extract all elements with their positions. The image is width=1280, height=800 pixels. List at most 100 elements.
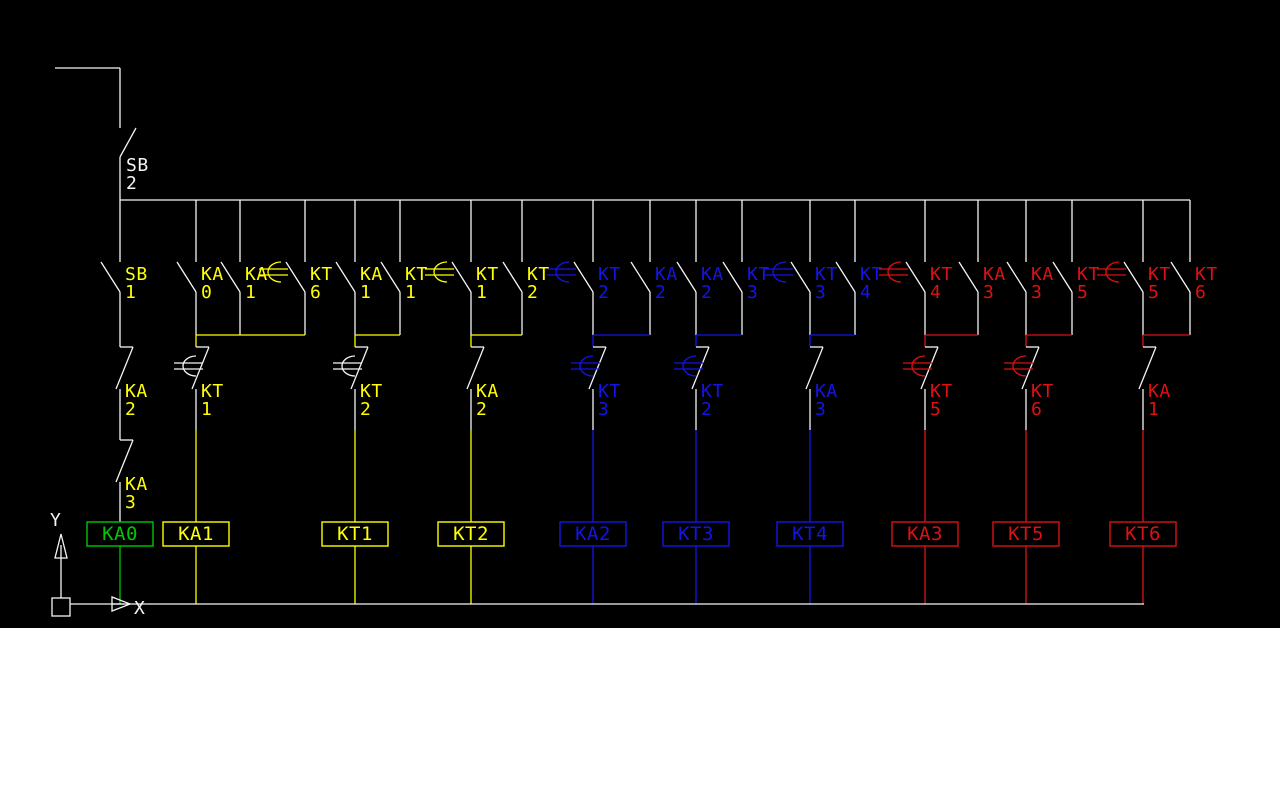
- contact-label: KA: [701, 264, 724, 285]
- contact-label: KA: [360, 264, 383, 285]
- contact-label: 1: [476, 282, 487, 303]
- coil-label: KA3: [907, 523, 943, 545]
- contact-label: 2: [701, 399, 712, 420]
- contact-label: KT: [201, 381, 224, 402]
- contact-label: KA: [125, 381, 148, 402]
- contact-label: KT: [701, 381, 724, 402]
- contact-label: 2: [360, 399, 371, 420]
- delay-arc-icon: [911, 355, 926, 377]
- contact-label: 5: [1077, 282, 1088, 303]
- contact-label: 3: [747, 282, 758, 303]
- contact-label: KT: [1148, 264, 1171, 285]
- contact-label: 5: [930, 399, 941, 420]
- contact-label: KA: [1148, 381, 1171, 402]
- contact-blade: [1006, 261, 1027, 293]
- contact-blade: [630, 261, 651, 293]
- contact-label: KT: [860, 264, 883, 285]
- delay-arc-icon: [887, 261, 902, 283]
- coil-label: KA0: [102, 523, 138, 545]
- contact-label: 2: [701, 282, 712, 303]
- contact-label: 3: [815, 282, 826, 303]
- contact-label: KT: [476, 264, 499, 285]
- contact-label: KA: [476, 381, 499, 402]
- contact-label: KT: [815, 264, 838, 285]
- delay-arc-icon: [1012, 355, 1027, 377]
- contact-blade: [805, 346, 824, 390]
- contact-label: KT: [360, 381, 383, 402]
- contact-label: 6: [1195, 282, 1206, 303]
- contact-label: 2: [655, 282, 666, 303]
- contact-blade: [451, 261, 472, 293]
- contact-blade: [380, 261, 401, 293]
- contact-label: KT: [310, 264, 333, 285]
- contact-label: 4: [860, 282, 871, 303]
- coil-label: KT1: [337, 523, 373, 545]
- coil-label: KT3: [678, 523, 714, 545]
- delay-arc-icon: [772, 261, 787, 283]
- contact-blade: [466, 346, 485, 390]
- contact-blade: [1021, 346, 1040, 390]
- contact-label: 3: [598, 399, 609, 420]
- contact-label: KT: [1031, 381, 1054, 402]
- contact-blade: [573, 261, 594, 293]
- contact-blade: [350, 346, 369, 390]
- contact-label: KT: [1077, 264, 1100, 285]
- contact-blade: [1052, 261, 1073, 293]
- contact-blade: [220, 261, 241, 293]
- contact-blade: [502, 261, 523, 293]
- contact-label: 1: [1148, 399, 1159, 420]
- contact-label: KA: [1031, 264, 1054, 285]
- contact-label: 1: [360, 282, 371, 303]
- contact-label: 3: [983, 282, 994, 303]
- contact-label: 6: [310, 282, 321, 303]
- contact-label: KT: [747, 264, 770, 285]
- contact-blade: [1170, 261, 1191, 293]
- contact-blade: [191, 346, 210, 390]
- contact-label: KT: [598, 264, 621, 285]
- cad-drawing-canvas[interactable]: SB 2 Y X SB 1 KA 2 KA 3 KA0 KA 0 KA 1 KT 6 KT 1 KA1 KA 1 K…: [0, 0, 1280, 628]
- contact-blade: [691, 346, 710, 390]
- contact-label: 1: [245, 282, 256, 303]
- contact-blade: [119, 127, 137, 158]
- coil-label: KT2: [453, 523, 489, 545]
- contact-blade: [285, 261, 306, 293]
- contact-blade: [920, 346, 939, 390]
- delay-arc-icon: [341, 355, 356, 377]
- contact-blade: [176, 261, 197, 293]
- contact-label: 3: [125, 492, 136, 513]
- power-feed: [55, 67, 137, 200]
- contact-label: KT: [930, 381, 953, 402]
- contact-blade: [115, 346, 134, 390]
- contact-label: KT: [405, 264, 428, 285]
- contact-label: KA: [125, 474, 148, 495]
- contact-label: KA: [983, 264, 1006, 285]
- contact-blade: [676, 261, 697, 293]
- delay-arc-icon: [555, 261, 570, 283]
- delay-arc-icon: [1105, 261, 1120, 283]
- source-switch-label: SB: [126, 155, 149, 176]
- contact-label: 1: [405, 282, 416, 303]
- delay-arc-icon: [267, 261, 282, 283]
- contact-label: KA: [201, 264, 224, 285]
- contact-blade: [335, 261, 356, 293]
- coil-label: KA1: [178, 523, 214, 545]
- ucs-x-axis-label: X: [134, 598, 145, 619]
- contact-blade: [905, 261, 926, 293]
- contact-blade: [1123, 261, 1144, 293]
- contact-label: 2: [527, 282, 538, 303]
- contact-label: 0: [201, 282, 212, 303]
- ucs-y-axis-label: Y: [50, 510, 61, 531]
- contact-blade: [1138, 346, 1157, 390]
- contact-blade: [100, 261, 121, 293]
- contact-label: 6: [1031, 399, 1042, 420]
- contact-label: 3: [815, 399, 826, 420]
- contact-label: KT: [1195, 264, 1218, 285]
- delay-arc-icon: [682, 355, 697, 377]
